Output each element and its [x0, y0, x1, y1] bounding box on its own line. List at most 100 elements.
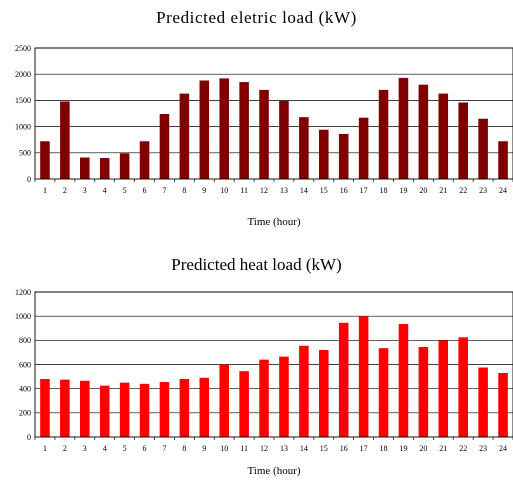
bar: [199, 377, 210, 437]
x-tick-label: 10: [220, 186, 228, 195]
bar: [279, 100, 289, 179]
bar: [179, 93, 190, 179]
bar: [259, 359, 269, 437]
y-tick-label: 1000: [15, 122, 31, 131]
x-tick-label: 19: [399, 186, 407, 195]
x-tick-label: 18: [380, 444, 388, 453]
x-tick-label: 9: [202, 186, 206, 195]
bar: [159, 114, 170, 179]
bar: [498, 372, 508, 437]
x-tick-label: 12: [260, 186, 268, 195]
y-tick-label: 2000: [15, 70, 31, 79]
x-tick-label: 23: [479, 444, 487, 453]
x-tick-label: 12: [260, 444, 268, 453]
x-tick-label: 4: [103, 444, 107, 453]
x-tick-label: 1: [43, 444, 47, 453]
x-tick-label: 4: [103, 186, 107, 195]
bar: [159, 382, 170, 437]
bar: [418, 84, 429, 179]
bar: [99, 158, 110, 179]
x-tick-label: 11: [240, 186, 248, 195]
bar: [279, 356, 289, 437]
x-tick-label: 14: [300, 186, 308, 195]
bar: [398, 324, 409, 437]
bar: [358, 117, 369, 179]
x-tick-label: 7: [162, 444, 166, 453]
x-tick-label: 13: [280, 186, 288, 195]
x-tick-label: 7: [162, 186, 166, 195]
bar: [80, 157, 90, 179]
x-tick-label: 23: [479, 186, 487, 195]
x-tick-label: 24: [499, 186, 507, 195]
x-tick-label: 22: [459, 444, 467, 453]
bar: [319, 350, 329, 437]
y-tick-label: 200: [19, 409, 31, 418]
bar: [378, 89, 389, 179]
y-tick-label: 1500: [15, 96, 31, 105]
bar: [139, 141, 150, 179]
x-tick-label: 24: [499, 444, 507, 453]
x-axis-title: Time (hour): [247, 216, 300, 228]
y-tick-label: 600: [19, 360, 31, 369]
x-tick-label: 6: [143, 186, 147, 195]
bar: [80, 380, 90, 437]
bar: [40, 379, 50, 437]
bar: [358, 316, 369, 437]
y-tick-label: 0: [27, 175, 31, 184]
x-tick-label: 19: [399, 444, 407, 453]
x-tick-label: 20: [419, 186, 427, 195]
bar: [418, 346, 429, 437]
x-tick-label: 8: [182, 444, 186, 453]
x-tick-label: 5: [123, 186, 127, 195]
x-tick-label: 20: [419, 444, 427, 453]
bar: [199, 80, 210, 179]
bar: [239, 371, 249, 437]
bar: [319, 129, 329, 179]
y-tick-label: 1200: [15, 288, 31, 297]
x-tick-label: 10: [220, 444, 228, 453]
y-tick-label: 800: [19, 336, 31, 345]
x-tick-label: 2: [63, 444, 67, 453]
bar: [378, 348, 389, 437]
bar: [219, 364, 229, 437]
x-tick-label: 15: [320, 444, 328, 453]
x-tick-label: 1: [43, 186, 47, 195]
bar: [60, 101, 70, 179]
bar: [119, 153, 130, 179]
bar: [219, 78, 229, 179]
bar: [438, 93, 449, 179]
x-tick-label: 3: [83, 186, 87, 195]
x-tick-label: 9: [202, 444, 206, 453]
x-tick-label: 22: [459, 186, 467, 195]
y-tick-label: 0: [27, 433, 31, 442]
x-tick-label: 3: [83, 444, 87, 453]
bar: [259, 89, 269, 179]
bar: [40, 141, 50, 179]
bar: [99, 385, 110, 437]
bar: [458, 337, 468, 437]
bar: [478, 118, 488, 179]
electric-load-chart: Predicted eletric load (kW) 0 500 1000 1500…: [15, 8, 513, 228]
y-tick-label: 2500: [15, 44, 31, 53]
x-tick-label: 13: [280, 444, 288, 453]
x-tick-label: 16: [340, 186, 348, 195]
x-tick-label: 11: [240, 444, 248, 453]
x-tick-label: 14: [300, 444, 308, 453]
x-tick-label: 2: [63, 186, 67, 195]
bar: [338, 133, 349, 179]
bar: [239, 82, 249, 179]
x-axis-title: Time (hour): [247, 465, 300, 477]
x-tick-label: 5: [123, 444, 127, 453]
bar: [179, 379, 190, 437]
y-tick-label: 400: [19, 384, 31, 393]
x-tick-label: 16: [340, 444, 348, 453]
y-tick-label: 500: [19, 149, 31, 158]
x-tick-label: 6: [143, 444, 147, 453]
bar: [60, 379, 70, 437]
x-tick-label: 21: [439, 444, 447, 453]
bar: [299, 117, 309, 179]
x-tick-label: 21: [439, 186, 447, 195]
bar: [119, 382, 130, 437]
